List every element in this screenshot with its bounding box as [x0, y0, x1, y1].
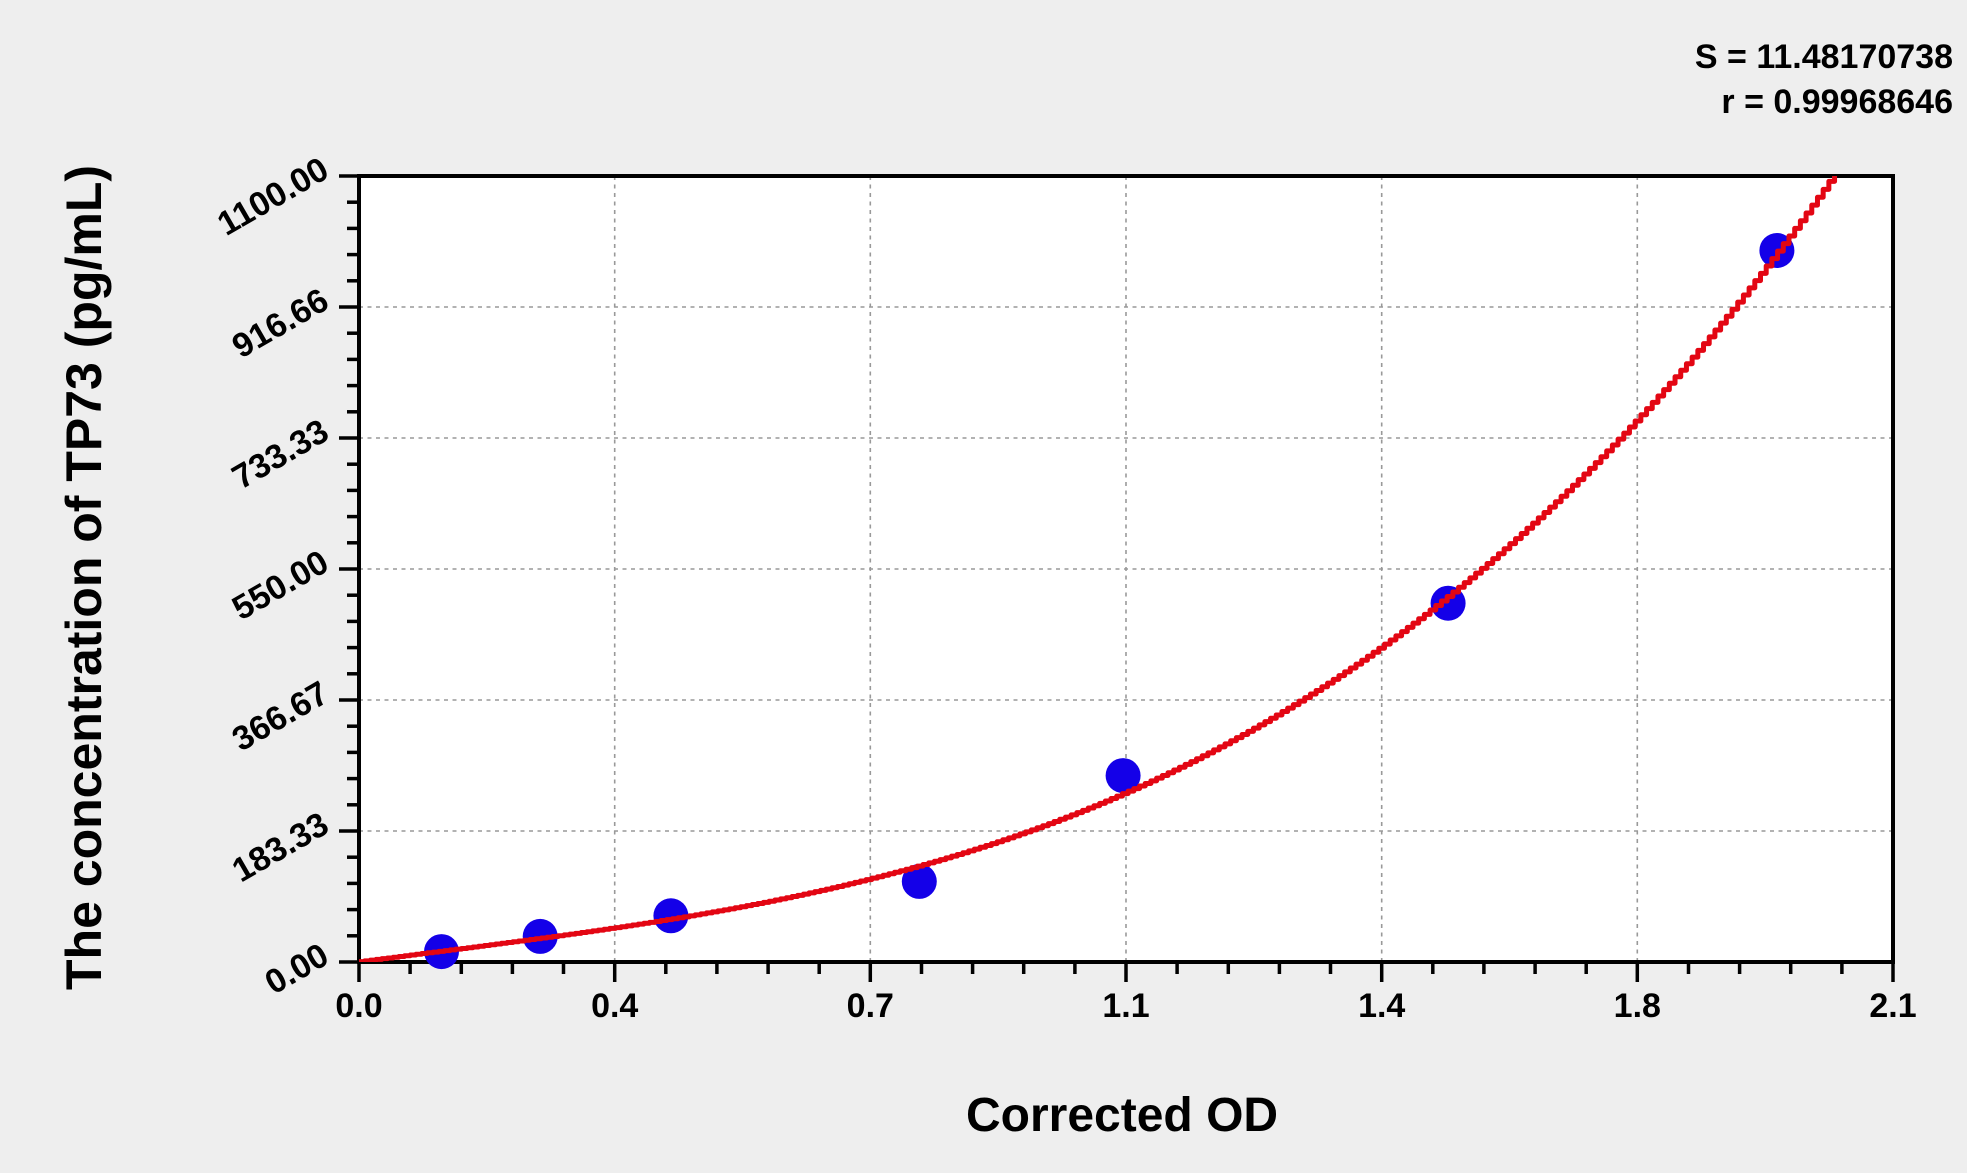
- svg-text:1.1: 1.1: [1102, 987, 1149, 1025]
- svg-text:183.33: 183.33: [226, 805, 335, 890]
- svg-text:1.4: 1.4: [1358, 987, 1405, 1025]
- svg-text:916.66: 916.66: [226, 281, 335, 366]
- svg-text:550.00: 550.00: [226, 543, 335, 628]
- svg-text:1.8: 1.8: [1614, 987, 1661, 1025]
- svg-text:0.7: 0.7: [847, 987, 894, 1025]
- svg-text:366.67: 366.67: [226, 674, 335, 759]
- svg-text:0.0: 0.0: [335, 987, 382, 1025]
- svg-text:733.33: 733.33: [226, 412, 335, 497]
- svg-text:1100.00: 1100.00: [211, 150, 335, 243]
- svg-text:0.4: 0.4: [591, 987, 638, 1025]
- svg-text:2.1: 2.1: [1869, 987, 1916, 1025]
- svg-text:0.00: 0.00: [259, 936, 335, 1002]
